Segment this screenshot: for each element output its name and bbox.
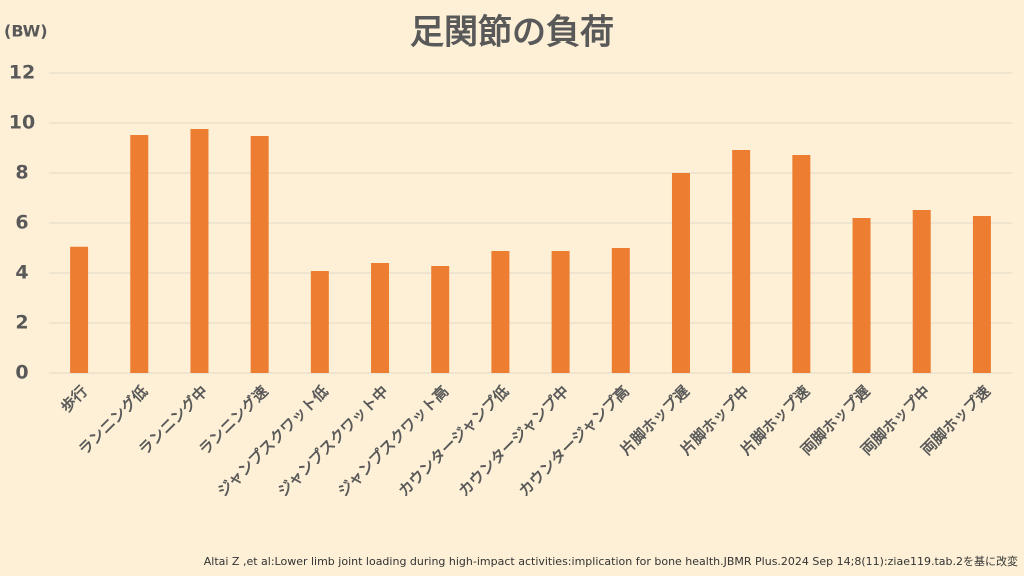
- y-axis-label: (BW): [4, 22, 48, 41]
- bar: [250, 136, 269, 373]
- bar: [431, 266, 450, 373]
- bar: [852, 218, 871, 373]
- bar: [792, 155, 811, 373]
- source-note: Altai Z ,et al:Lower limb joint loading …: [204, 554, 1018, 568]
- y-tick-label: 8: [15, 162, 28, 184]
- bar: [611, 248, 630, 373]
- x-tick-label: ジャンプスクワット高: [334, 382, 452, 500]
- bar: [190, 129, 209, 373]
- y-tick-label: 12: [9, 62, 35, 84]
- bar: [371, 263, 390, 373]
- y-tick-label: 2: [15, 312, 28, 334]
- bar: [912, 210, 931, 373]
- x-tick-label: ジャンプスクワット中: [274, 382, 392, 500]
- x-tick-label: カウンタージャンプ高: [515, 382, 633, 500]
- bar: [671, 173, 690, 373]
- bar: [130, 135, 149, 373]
- y-tick-label: 10: [9, 112, 35, 134]
- x-tick-label: カウンタージャンプ低: [395, 382, 513, 500]
- y-tick-label: 6: [15, 212, 28, 234]
- x-tick-label: カウンタージャンプ中: [455, 382, 573, 500]
- x-tick-label: 歩行: [57, 382, 91, 416]
- bar: [491, 251, 510, 373]
- x-tick-label: ジャンプスクワット低: [214, 382, 332, 500]
- chart-title: 足関節の負荷: [410, 13, 614, 53]
- y-tick-label: 0: [15, 362, 28, 384]
- bar: [310, 271, 329, 373]
- bar: [551, 251, 570, 373]
- bar: [732, 150, 751, 373]
- bar: [972, 216, 991, 373]
- y-tick-label: 4: [15, 262, 28, 284]
- bar: [70, 246, 89, 373]
